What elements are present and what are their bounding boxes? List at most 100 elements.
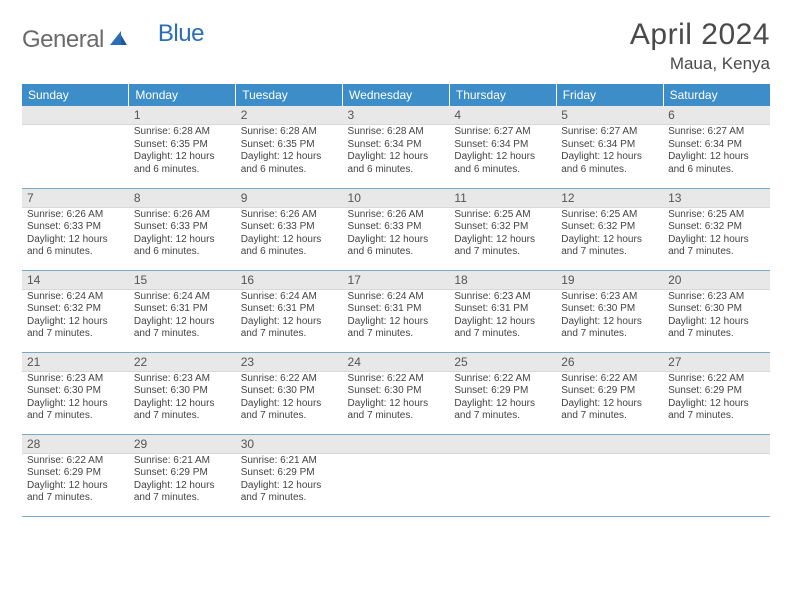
calendar-empty-cell <box>556 434 663 516</box>
calendar-week-row: 1Sunrise: 6:28 AMSunset: 6:35 PMDaylight… <box>22 106 770 188</box>
logo: General Blue <box>22 18 204 54</box>
day-number: 5 <box>556 106 663 125</box>
calendar-day-cell: 17Sunrise: 6:24 AMSunset: 6:31 PMDayligh… <box>343 270 450 352</box>
day-number: 26 <box>556 353 663 372</box>
calendar-day-cell: 5Sunrise: 6:27 AMSunset: 6:34 PMDaylight… <box>556 106 663 188</box>
calendar-week-row: 28Sunrise: 6:22 AMSunset: 6:29 PMDayligh… <box>22 434 770 516</box>
calendar-day-cell: 20Sunrise: 6:23 AMSunset: 6:30 PMDayligh… <box>663 270 770 352</box>
calendar-day-cell: 24Sunrise: 6:22 AMSunset: 6:30 PMDayligh… <box>343 352 450 434</box>
day-content: Sunrise: 6:25 AMSunset: 6:32 PMDaylight:… <box>556 208 663 261</box>
day-content: Sunrise: 6:28 AMSunset: 6:35 PMDaylight:… <box>236 125 343 178</box>
day-number: 25 <box>449 353 556 372</box>
day-content: Sunrise: 6:23 AMSunset: 6:30 PMDaylight:… <box>556 290 663 343</box>
day-content: Sunrise: 6:24 AMSunset: 6:31 PMDaylight:… <box>236 290 343 343</box>
calendar-day-cell: 15Sunrise: 6:24 AMSunset: 6:31 PMDayligh… <box>129 270 236 352</box>
day-content: Sunrise: 6:24 AMSunset: 6:31 PMDaylight:… <box>343 290 450 343</box>
calendar-day-cell: 27Sunrise: 6:22 AMSunset: 6:29 PMDayligh… <box>663 352 770 434</box>
day-content: Sunrise: 6:22 AMSunset: 6:29 PMDaylight:… <box>449 372 556 425</box>
calendar-day-cell: 11Sunrise: 6:25 AMSunset: 6:32 PMDayligh… <box>449 188 556 270</box>
calendar-week-row: 21Sunrise: 6:23 AMSunset: 6:30 PMDayligh… <box>22 352 770 434</box>
location: Maua, Kenya <box>630 54 770 74</box>
day-content: Sunrise: 6:27 AMSunset: 6:34 PMDaylight:… <box>449 125 556 178</box>
day-content: Sunrise: 6:25 AMSunset: 6:32 PMDaylight:… <box>663 208 770 261</box>
day-content: Sunrise: 6:22 AMSunset: 6:30 PMDaylight:… <box>236 372 343 425</box>
day-number: 14 <box>22 271 129 290</box>
calendar-day-cell: 13Sunrise: 6:25 AMSunset: 6:32 PMDayligh… <box>663 188 770 270</box>
day-content: Sunrise: 6:22 AMSunset: 6:29 PMDaylight:… <box>556 372 663 425</box>
calendar-day-cell: 22Sunrise: 6:23 AMSunset: 6:30 PMDayligh… <box>129 352 236 434</box>
day-number-empty <box>663 435 770 454</box>
title-block: April 2024 Maua, Kenya <box>630 18 770 74</box>
day-content: Sunrise: 6:23 AMSunset: 6:30 PMDaylight:… <box>22 372 129 425</box>
calendar-day-cell: 12Sunrise: 6:25 AMSunset: 6:32 PMDayligh… <box>556 188 663 270</box>
calendar-day-cell: 28Sunrise: 6:22 AMSunset: 6:29 PMDayligh… <box>22 434 129 516</box>
day-number: 12 <box>556 189 663 208</box>
weekday-header: Wednesday <box>343 84 450 106</box>
calendar-empty-cell <box>663 434 770 516</box>
calendar-day-cell: 23Sunrise: 6:22 AMSunset: 6:30 PMDayligh… <box>236 352 343 434</box>
calendar-week-row: 14Sunrise: 6:24 AMSunset: 6:32 PMDayligh… <box>22 270 770 352</box>
calendar-day-cell: 3Sunrise: 6:28 AMSunset: 6:34 PMDaylight… <box>343 106 450 188</box>
calendar-day-cell: 6Sunrise: 6:27 AMSunset: 6:34 PMDaylight… <box>663 106 770 188</box>
day-number: 21 <box>22 353 129 372</box>
calendar-day-cell: 18Sunrise: 6:23 AMSunset: 6:31 PMDayligh… <box>449 270 556 352</box>
calendar-day-cell: 7Sunrise: 6:26 AMSunset: 6:33 PMDaylight… <box>22 188 129 270</box>
day-content: Sunrise: 6:27 AMSunset: 6:34 PMDaylight:… <box>663 125 770 178</box>
calendar-day-cell: 8Sunrise: 6:26 AMSunset: 6:33 PMDaylight… <box>129 188 236 270</box>
calendar-header-row: SundayMondayTuesdayWednesdayThursdayFrid… <box>22 84 770 106</box>
weekday-header: Thursday <box>449 84 556 106</box>
calendar-day-cell: 19Sunrise: 6:23 AMSunset: 6:30 PMDayligh… <box>556 270 663 352</box>
day-number: 11 <box>449 189 556 208</box>
calendar-day-cell: 30Sunrise: 6:21 AMSunset: 6:29 PMDayligh… <box>236 434 343 516</box>
day-number: 3 <box>343 106 450 125</box>
day-number: 17 <box>343 271 450 290</box>
day-number: 24 <box>343 353 450 372</box>
weekday-header: Tuesday <box>236 84 343 106</box>
calendar-day-cell: 29Sunrise: 6:21 AMSunset: 6:29 PMDayligh… <box>129 434 236 516</box>
calendar-day-cell: 4Sunrise: 6:27 AMSunset: 6:34 PMDaylight… <box>449 106 556 188</box>
month-title: April 2024 <box>630 18 770 52</box>
day-content: Sunrise: 6:24 AMSunset: 6:31 PMDaylight:… <box>129 290 236 343</box>
logo-sail-icon <box>108 29 128 52</box>
day-number: 22 <box>129 353 236 372</box>
day-number: 10 <box>343 189 450 208</box>
calendar-day-cell: 16Sunrise: 6:24 AMSunset: 6:31 PMDayligh… <box>236 270 343 352</box>
weekday-header: Sunday <box>22 84 129 106</box>
day-content: Sunrise: 6:22 AMSunset: 6:30 PMDaylight:… <box>343 372 450 425</box>
day-content: Sunrise: 6:25 AMSunset: 6:32 PMDaylight:… <box>449 208 556 261</box>
day-number: 20 <box>663 271 770 290</box>
day-number-empty <box>556 435 663 454</box>
day-number: 28 <box>22 435 129 454</box>
calendar-day-cell: 14Sunrise: 6:24 AMSunset: 6:32 PMDayligh… <box>22 270 129 352</box>
page-header: General Blue April 2024 Maua, Kenya <box>22 18 770 74</box>
day-number: 4 <box>449 106 556 125</box>
day-content: Sunrise: 6:28 AMSunset: 6:35 PMDaylight:… <box>129 125 236 178</box>
day-content: Sunrise: 6:24 AMSunset: 6:32 PMDaylight:… <box>22 290 129 343</box>
calendar-day-cell: 10Sunrise: 6:26 AMSunset: 6:33 PMDayligh… <box>343 188 450 270</box>
day-content: Sunrise: 6:22 AMSunset: 6:29 PMDaylight:… <box>22 454 129 507</box>
weekday-header: Monday <box>129 84 236 106</box>
day-number: 7 <box>22 189 129 208</box>
day-number: 29 <box>129 435 236 454</box>
calendar-day-cell: 21Sunrise: 6:23 AMSunset: 6:30 PMDayligh… <box>22 352 129 434</box>
day-content: Sunrise: 6:21 AMSunset: 6:29 PMDaylight:… <box>236 454 343 507</box>
day-number: 2 <box>236 106 343 125</box>
calendar-empty-cell <box>22 106 129 188</box>
logo-text-blue: Blue <box>158 20 204 48</box>
day-number: 13 <box>663 189 770 208</box>
day-number: 19 <box>556 271 663 290</box>
day-content: Sunrise: 6:26 AMSunset: 6:33 PMDaylight:… <box>343 208 450 261</box>
day-number: 6 <box>663 106 770 125</box>
calendar-week-row: 7Sunrise: 6:26 AMSunset: 6:33 PMDaylight… <box>22 188 770 270</box>
day-content: Sunrise: 6:21 AMSunset: 6:29 PMDaylight:… <box>129 454 236 507</box>
day-number: 1 <box>129 106 236 125</box>
calendar-empty-cell <box>343 434 450 516</box>
day-number: 30 <box>236 435 343 454</box>
day-number: 18 <box>449 271 556 290</box>
day-number: 23 <box>236 353 343 372</box>
day-content: Sunrise: 6:26 AMSunset: 6:33 PMDaylight:… <box>129 208 236 261</box>
day-content: Sunrise: 6:22 AMSunset: 6:29 PMDaylight:… <box>663 372 770 425</box>
calendar-table: SundayMondayTuesdayWednesdayThursdayFrid… <box>22 84 770 517</box>
calendar-day-cell: 1Sunrise: 6:28 AMSunset: 6:35 PMDaylight… <box>129 106 236 188</box>
day-number: 15 <box>129 271 236 290</box>
